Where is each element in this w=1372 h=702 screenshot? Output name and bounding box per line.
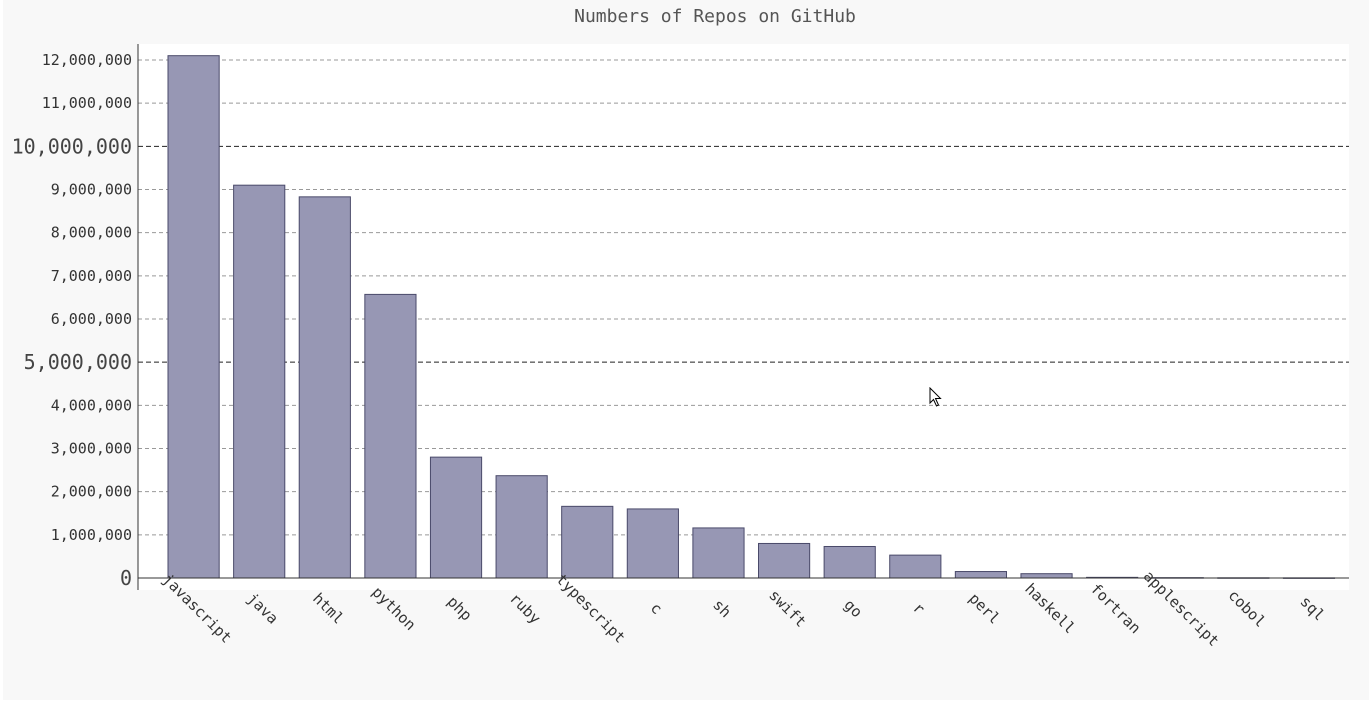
y-tick-label: 5,000,000 <box>24 350 132 374</box>
x-tick-label: c <box>647 599 666 618</box>
bar-html[interactable] <box>298 196 351 579</box>
x-tick-label: html <box>309 589 347 627</box>
axes <box>137 44 1349 590</box>
bar-perl[interactable] <box>954 571 1008 579</box>
y-tick-label: 2,000,000 <box>51 483 132 501</box>
x-tick-label: php <box>444 593 476 625</box>
bar-r[interactable] <box>889 554 942 579</box>
x-tick-label: go <box>840 596 866 622</box>
bar-sh[interactable] <box>692 527 745 579</box>
y-tick-label: 11,000,000 <box>42 94 132 112</box>
y-tick-label: 7,000,000 <box>51 267 132 285</box>
y-tick-label: 1,000,000 <box>51 526 132 544</box>
bar-python[interactable] <box>364 293 417 579</box>
x-tick-label: r <box>909 599 928 618</box>
y-tick-label: 6,000,000 <box>51 310 132 328</box>
bar-typescript[interactable] <box>561 505 614 579</box>
y-axis-ticks: 0 1,000,000 2,000,000 3,000,000 4,000,000 5,0… <box>12 51 132 590</box>
x-tick-label: sql <box>1297 593 1329 625</box>
x-tick-label: swift <box>765 586 810 631</box>
y-tick-label: 10,000,000 <box>12 134 132 158</box>
x-tick-label: perl <box>965 589 1003 627</box>
x-tick-label: ruby <box>506 589 544 627</box>
x-tick-label: python <box>368 583 419 634</box>
bar-swift[interactable] <box>758 542 811 579</box>
y-tick-label: 0 <box>120 566 132 590</box>
y-tick-label: 4,000,000 <box>51 396 132 414</box>
bar-chart: Numbers of Repos on GitHub 0 1,000,000 2,0… <box>12 6 1349 650</box>
bar-php[interactable] <box>429 456 483 579</box>
y-tick-label: 12,000,000 <box>42 51 132 69</box>
bars <box>167 55 1336 579</box>
chart-container: Numbers of Repos on GitHub 0 1,000,000 2,0… <box>3 0 1369 700</box>
y-tick-label: 3,000,000 <box>51 440 132 458</box>
bar-javascript[interactable] <box>167 55 220 579</box>
bar-java[interactable] <box>233 184 286 579</box>
y-tick-label: 8,000,000 <box>51 224 132 242</box>
x-tick-label: sh <box>709 596 735 622</box>
x-tick-label: java <box>244 589 282 627</box>
bar-haskell[interactable] <box>1020 573 1073 579</box>
x-tick-label: cobol <box>1225 586 1270 631</box>
chart-title: Numbers of Repos on GitHub <box>574 6 856 27</box>
bar-c[interactable] <box>626 508 679 579</box>
mouse-pointer-icon <box>929 387 942 407</box>
y-tick-label: 9,000,000 <box>51 181 132 199</box>
bar-go[interactable] <box>823 545 876 579</box>
bar-ruby[interactable] <box>495 475 548 579</box>
